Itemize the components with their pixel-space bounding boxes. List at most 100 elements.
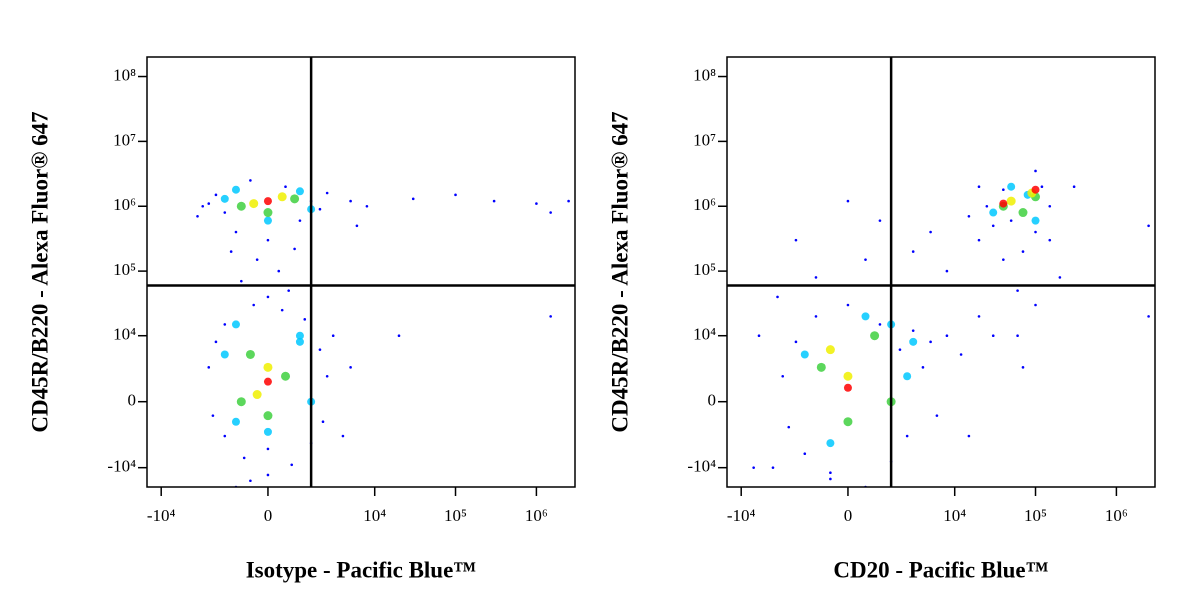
- event-dot: [977, 185, 981, 189]
- y-tick-label: 10⁸: [693, 65, 716, 84]
- event-dot: [1002, 258, 1005, 261]
- y-tick-label: 10⁶: [113, 195, 136, 214]
- event-dot: [223, 323, 227, 326]
- x-tick-label: 10⁵: [444, 506, 467, 525]
- event-dot: [231, 320, 240, 329]
- event-dot: [1034, 303, 1037, 307]
- y-tick-label: 10⁴: [693, 325, 716, 344]
- event-dot: [236, 397, 246, 407]
- event-dot: [929, 230, 932, 234]
- event-dot: [295, 331, 304, 340]
- event-dot: [825, 345, 835, 355]
- event-dot: [843, 383, 852, 392]
- event-dot: [223, 211, 227, 214]
- event-dot: [1040, 185, 1044, 189]
- event-dot: [249, 179, 252, 182]
- event-dot: [231, 185, 240, 194]
- event-dot: [492, 199, 496, 203]
- event-dot: [967, 214, 971, 218]
- event-dot: [991, 334, 995, 338]
- x-tick-label: -10⁴: [727, 506, 756, 525]
- event-dot: [349, 199, 352, 203]
- event-dot: [771, 466, 775, 469]
- event-dot: [1006, 196, 1016, 206]
- x-tick-label: 10⁶: [525, 506, 548, 525]
- event-dot: [349, 366, 352, 369]
- event-dot: [214, 193, 218, 197]
- event-dot: [1034, 230, 1037, 234]
- panel: -10⁴ 0 10⁴ 10⁵ 10⁶ -10⁴ 0 10⁴ 10⁵ 10⁶ 10⁷ 10⁸ CD20 -…: [607, 56, 1156, 582]
- x-tick-label: 10⁵: [1024, 506, 1047, 525]
- event-dot: [803, 452, 807, 456]
- event-dot: [277, 192, 287, 202]
- event-dot: [236, 201, 246, 211]
- event-dot: [549, 211, 552, 214]
- event-dot: [800, 350, 809, 359]
- event-dot: [814, 315, 818, 318]
- event-dot: [284, 492, 287, 495]
- event-dot: [1016, 334, 1019, 338]
- event-dot: [295, 187, 304, 196]
- event-dot: [794, 340, 798, 344]
- event-dot: [1002, 188, 1005, 191]
- event-dot: [829, 471, 832, 475]
- y-tick-label: 10⁴: [113, 325, 136, 344]
- event-dot: [846, 199, 850, 203]
- event-dot: [909, 337, 918, 346]
- x-tick-label: 0: [264, 506, 273, 525]
- event-dot: [1034, 169, 1037, 173]
- event-dot: [196, 214, 199, 218]
- y-tick-label: 10⁵: [113, 260, 136, 279]
- x-tick-label: 0: [844, 506, 853, 525]
- event-dot: [229, 250, 233, 253]
- x-tick-label: 10⁴: [363, 506, 386, 525]
- event-dot: [321, 420, 325, 424]
- event-dot: [549, 315, 552, 318]
- event-dot: [911, 329, 915, 332]
- event-dot: [814, 276, 818, 279]
- event-dot: [977, 315, 981, 318]
- event-dot: [207, 202, 211, 205]
- event-dot: [846, 303, 850, 307]
- event-dot: [878, 323, 882, 326]
- event-dot: [242, 456, 246, 460]
- y-tick-label: 10⁷: [113, 130, 136, 149]
- event-dot: [911, 250, 915, 253]
- event-dot: [1147, 315, 1150, 318]
- event-dot: [985, 204, 989, 208]
- event-dot: [1021, 366, 1025, 369]
- event-dot: [1021, 250, 1025, 253]
- event-dot: [263, 362, 273, 372]
- event-dot: [220, 350, 229, 359]
- event-dot: [240, 279, 243, 283]
- event-dot: [861, 312, 870, 321]
- event-dot: [284, 185, 287, 189]
- event-dot: [263, 216, 272, 225]
- event-dot: [454, 193, 457, 197]
- event-dot: [567, 199, 570, 203]
- event-dot: [870, 331, 880, 341]
- event-dot: [249, 199, 259, 209]
- event-dot: [794, 238, 798, 242]
- event-dot: [776, 295, 779, 299]
- event-dot: [293, 247, 296, 251]
- event-dot: [355, 224, 359, 228]
- event-dot: [1048, 238, 1052, 242]
- event-dot: [1031, 185, 1040, 194]
- y-tick-label: -10⁴: [107, 457, 136, 476]
- event-dot: [252, 303, 256, 307]
- plot-frame: [726, 56, 1156, 488]
- y-tick-label: 10⁵: [693, 260, 716, 279]
- event-dot: [365, 204, 369, 208]
- event-dot: [303, 318, 307, 321]
- event-dot: [999, 199, 1008, 208]
- event-dot: [878, 219, 882, 222]
- x-axis-title: CD20 - Pacific Blue™: [833, 557, 1048, 582]
- x-tick-label: 10⁴: [943, 506, 966, 525]
- event-dot: [341, 434, 345, 438]
- event-dot: [263, 427, 272, 436]
- x-axis-title: Isotype - Pacific Blue™: [246, 557, 477, 582]
- event-dot: [1007, 182, 1016, 191]
- event-dot: [231, 417, 240, 426]
